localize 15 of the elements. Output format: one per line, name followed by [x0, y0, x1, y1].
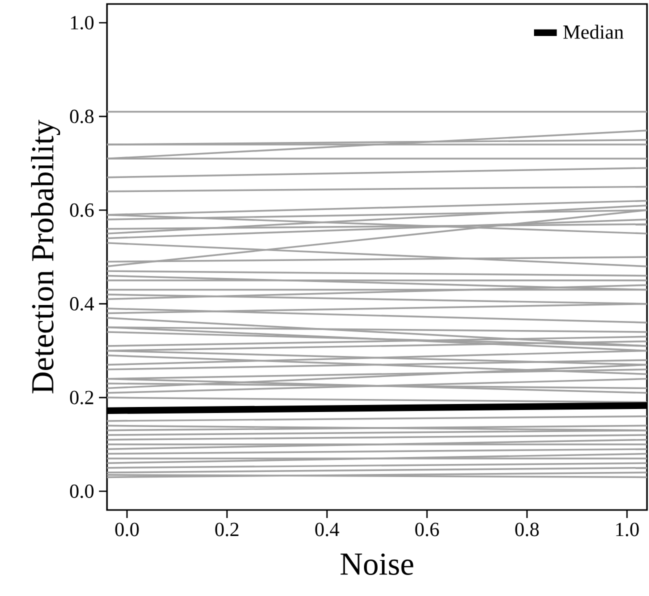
x-tick-label: 1.0 [616, 522, 639, 536]
x-tick-label: 0.6 [415, 522, 439, 536]
y-tick-label: 0.2 [70, 390, 94, 404]
y-tick-label: 1.0 [71, 16, 94, 30]
y-tick-label: 0.4 [70, 297, 94, 311]
x-tick-label: 0.4 [315, 522, 340, 536]
x-tick-label: 0.0 [115, 522, 139, 536]
y-axis-title: Detection Probability [31, 120, 60, 394]
y-tick-label: 0.0 [70, 484, 94, 498]
x-tick-label: 0.8 [515, 522, 539, 536]
y-tick-label: 0.6 [70, 203, 94, 217]
y-tick-label: 0.8 [70, 110, 94, 124]
x-tick-label: 0.2 [215, 522, 238, 536]
x-axis-title: Noise [340, 553, 414, 575]
legend-label: Median [563, 24, 624, 39]
